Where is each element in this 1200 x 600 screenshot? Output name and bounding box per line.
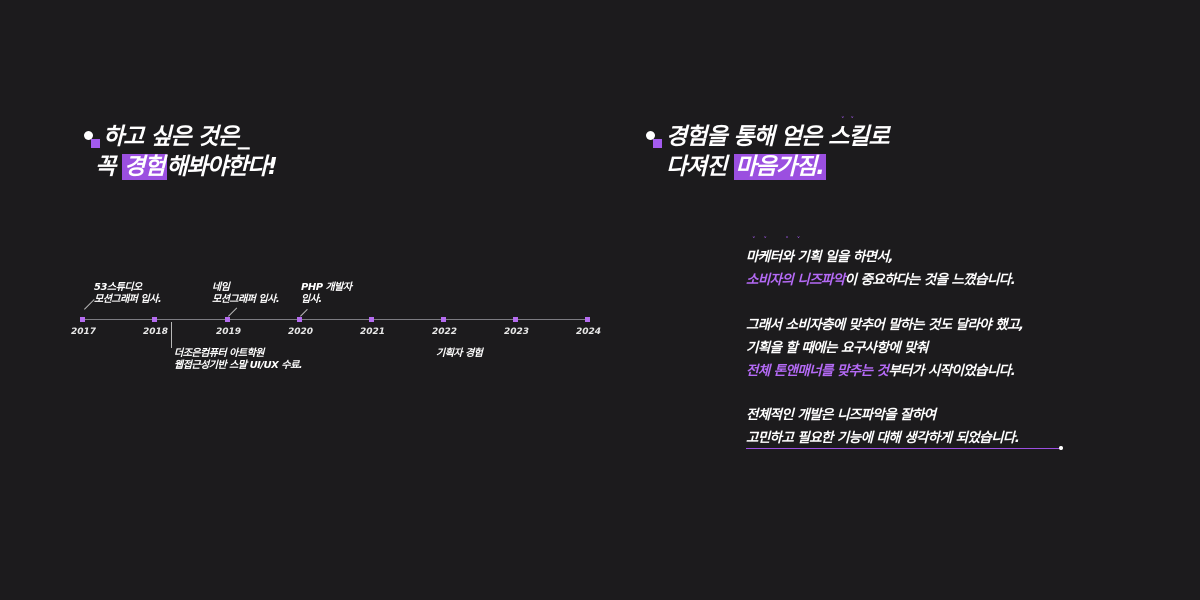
event-naver-line2: 모션그래퍼 입사. [212, 294, 280, 305]
event-php-line1: PHP 개발자 [301, 282, 352, 293]
timeline-tick-2017 [80, 317, 85, 322]
timeline-tick-2018 [152, 317, 157, 322]
right-heading-line1: 경험을 통해 얻은 스킬로 [666, 124, 890, 150]
year-label-2024: 2024 [576, 327, 602, 337]
timeline-axis [82, 319, 589, 320]
accent-marks-heading: ˅˅ [841, 116, 860, 124]
year-label-2020: 2020 [288, 327, 314, 337]
para-p3-line1: 전체적인 개발은 니즈파악을 잘하여 [746, 407, 936, 423]
accent-marks-paragraph: ˅˅ ˅˅ [752, 236, 809, 244]
heading-bullet-square-left [91, 139, 100, 148]
event-academy-line2: 웹접근성기반 스말 UI/UX 수료. [174, 360, 303, 371]
right-heading: 경험을 통해 얻은 스킬로 다져진 마음가짐. [666, 122, 890, 182]
para-p2-line2: 기획을 할 때에는 요구사항에 맞춰 [746, 340, 928, 356]
event-53studio-line1: 53스튜디오 [94, 282, 142, 293]
year-label-2023: 2023 [504, 327, 530, 337]
event-php-leader [300, 308, 308, 317]
event-naver-leader [228, 307, 238, 317]
left-heading: 하고 싶은 것은_ 꼭 경험해봐야한다! [95, 122, 278, 182]
left-heading-suffix: 해봐야한다! [166, 154, 278, 180]
event-naver-line1: 네임 [212, 282, 230, 293]
left-heading-line2: 꼭 경험해봐야한다! [95, 152, 278, 182]
event-academy-leader [171, 322, 172, 348]
para-end-dot [1059, 446, 1063, 450]
left-heading-prefix: 꼭 [95, 154, 123, 180]
event-planner: 기획자 경험 [436, 348, 483, 360]
timeline-tick-2022 [441, 317, 446, 322]
year-label-2022: 2022 [432, 327, 458, 337]
event-53studio-leader [84, 299, 95, 310]
year-label-2018: 2018 [143, 327, 169, 337]
event-naver: 네임 모션그래퍼 입사. [212, 282, 280, 306]
para-p3-line2: 고민하고 필요한 기능에 대해 생각하게 되었습니다. [746, 430, 1020, 446]
event-academy-line1: 더조은컴퓨터 아트학원 [174, 348, 264, 359]
right-heading-prefix: 다져진 [666, 154, 734, 180]
timeline-tick-2020 [297, 317, 302, 322]
left-heading-line1: 하고 싶은 것은_ [103, 124, 249, 150]
para-p2-line3-rest: 부터가 시작이었습니다. [888, 363, 1016, 379]
para-p1-line1: 마케터와 기획 일을 하면서, [746, 249, 893, 265]
para-p2-line3: 전체 톤앤매너를 맞추는 것부터가 시작이었습니다. [746, 360, 1016, 382]
event-53studio-line2: 모션그래퍼 입사. [94, 294, 162, 305]
timeline-tick-2021 [369, 317, 374, 322]
timeline-tick-2023 [513, 317, 518, 322]
event-php-line2: 입사. [301, 294, 322, 305]
event-planner-line1: 기획자 경험 [436, 348, 483, 359]
year-label-2019: 2019 [216, 327, 242, 337]
year-label-2017: 2017 [71, 327, 97, 337]
heading-bullet-square-right [653, 139, 662, 148]
year-label-2021: 2021 [360, 327, 386, 337]
event-academy: 더조은컴퓨터 아트학원 웹접근성기반 스말 UI/UX 수료. [174, 348, 303, 372]
para-p1-line2-rest: 이 중요하다는 것을 느꼈습니다. [844, 272, 1016, 288]
event-php: PHP 개발자 입사. [301, 282, 352, 306]
left-heading-highlight: 경험 [122, 154, 167, 180]
heading-bullet-dot-left [84, 131, 93, 140]
timeline-tick-2019 [225, 317, 230, 322]
timeline-tick-2024 [585, 317, 590, 322]
event-53studio: 53스튜디오 모션그래퍼 입사. [94, 282, 162, 306]
para-p2-line1: 그래서 소비자층에 맞추어 말하는 것도 달라야 했고, [746, 317, 1024, 333]
right-heading-line2: 다져진 마음가짐. [666, 152, 889, 182]
para-highlight-needs: 소비자의 니즈파악 [746, 272, 845, 288]
para-p1-line2: 소비자의 니즈파악이 중요하다는 것을 느꼈습니다. [746, 269, 1016, 291]
right-heading-highlight: 마음가짐. [733, 154, 826, 180]
heading-bullet-dot-right [646, 131, 655, 140]
para-underline [746, 448, 1059, 449]
para-highlight-tone: 전체 톤앤매너를 맞추는 것 [746, 363, 889, 379]
